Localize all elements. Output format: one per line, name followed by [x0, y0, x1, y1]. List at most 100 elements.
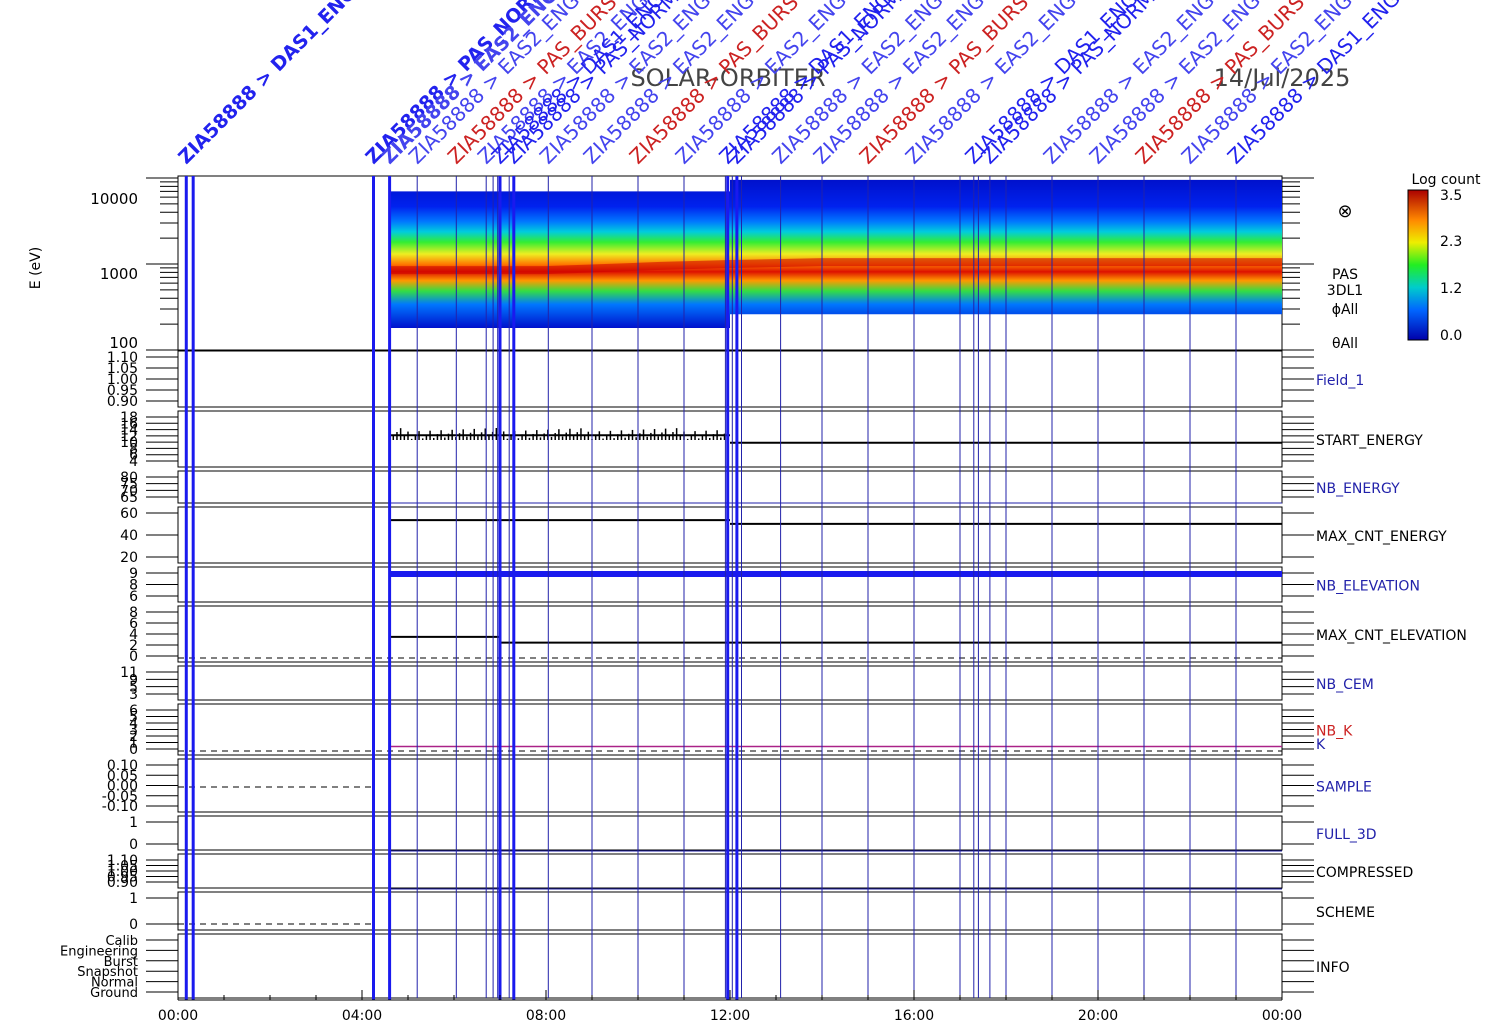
panel-ytick-label: 14: [120, 423, 138, 439]
panel-frame: [177, 758, 1283, 813]
panel-ytick-label: Ground: [90, 986, 138, 1001]
panel-label: SCHEME: [1316, 905, 1375, 921]
event-label: ZIA58888 > DAS1_ENG: [174, 0, 361, 169]
spectrogram-ytick: 10000: [90, 190, 138, 208]
panel-ytick-label: 1.05: [107, 859, 138, 875]
colorbar-tick: 3.5: [1440, 188, 1462, 204]
panel-ytick-label: Normal: [91, 976, 138, 991]
panel-ytick-label: 80: [120, 470, 138, 486]
panel-ytick-label: 4: [129, 627, 138, 643]
panel-label: MAX_CNT_ENERGY: [1316, 529, 1447, 545]
panel-ytick-label: 12: [120, 429, 138, 445]
panel-ytick-label: 16: [120, 416, 138, 432]
panel-ytick-label: 70: [120, 483, 138, 499]
panel-frame: [177, 665, 1283, 701]
panel-frame: [177, 470, 1283, 504]
panel-ytick-label: -0.10: [102, 799, 138, 815]
panel-label: NB_CEM: [1316, 677, 1374, 693]
panel-ytick-label: 1.10: [107, 350, 138, 366]
panel-ytick-label: 40: [120, 528, 138, 544]
spectrogram-label-pas: PAS: [1332, 267, 1358, 283]
panel-ytick-label: 1.10: [107, 853, 138, 869]
panel-ytick-label: Calib: [105, 934, 138, 949]
spectrogram-ytick: 1000: [100, 265, 138, 283]
spectrogram-label-phi: ϕAll: [1332, 302, 1359, 318]
panel-ytick-label: 9: [129, 566, 138, 582]
panel-frame: [177, 853, 1283, 889]
colorbar-label: Log count: [1412, 172, 1481, 188]
spectrogram-band: [389, 179, 1283, 329]
panel-ytick-label: 60: [120, 506, 138, 522]
panel-ytick-label: 0: [129, 917, 138, 933]
panel-ytick-label: 2: [129, 638, 138, 654]
time-tick-label: 04:00: [342, 1008, 382, 1020]
colorbar-gradient: [1407, 189, 1429, 341]
time-tick-label: 00:00: [1262, 1008, 1302, 1020]
panel-ytick-label: 1.00: [107, 864, 138, 880]
energy-axis-label: E (eV): [28, 247, 44, 289]
colorbar-tick: 0.0: [1440, 328, 1462, 344]
panel-label-secondary: K: [1316, 737, 1326, 753]
panel-frame: [177, 410, 1283, 468]
panel-ytick-label: 8: [129, 578, 138, 594]
panel-ytick-label: 18: [120, 410, 138, 426]
time-axis: 00:00 04:00 08:00 12:00 16:00 20:00 00:00: [158, 990, 1302, 1020]
panel-ytick-label: Snapshot: [77, 965, 138, 980]
panel-ytick-label: 1: [129, 891, 138, 907]
panel-ytick-label: 65: [120, 490, 138, 506]
panel-ytick-label: 8: [129, 441, 138, 457]
panel-ytick-label: Engineering: [60, 944, 138, 959]
panel-ytick-label: 1.00: [107, 372, 138, 388]
panel-ytick-label: 0.05: [107, 768, 138, 784]
time-tick-label: 20:00: [1078, 1008, 1118, 1020]
panel-ytick-label: 3: [129, 723, 138, 739]
panel-label: NB_K: [1316, 724, 1353, 740]
time-tick-label: 08:00: [526, 1008, 566, 1020]
panel-ytick-label: 0.00: [107, 779, 138, 795]
panel-label: Field_1: [1316, 373, 1364, 389]
time-tick-label: 00:00: [158, 1008, 198, 1020]
mission-title: SOLAR-ORBITER: [630, 64, 825, 92]
panel-ytick-label: Burst: [104, 955, 138, 970]
panel-frame: [177, 605, 1283, 663]
event-label-group: ZIA58888 > DAS1_ENG ZIA58888 > PAS_NORMZI…: [174, 0, 1404, 169]
panel-ytick-label: 0.95: [107, 870, 138, 886]
panel-label: SAMPLE: [1316, 780, 1372, 796]
panel-ytick-label: 8: [129, 605, 138, 621]
panel-ytick-label: 2: [129, 729, 138, 745]
panel-label: MAX_CNT_ELEVATION: [1316, 628, 1467, 644]
panel-ytick-label: 0: [129, 649, 138, 665]
panel-ytick-label: 6: [129, 703, 138, 719]
colorbar: Log count 3.5 2.3 1.2 0.0: [1407, 172, 1481, 344]
panel-ytick-label: 10: [120, 435, 138, 451]
panel-frame: [177, 815, 1283, 851]
panel-ytick-label: 1: [129, 736, 138, 752]
panel-ytick-label: 0.90: [107, 394, 138, 410]
colorbar-tick: 2.3: [1440, 234, 1462, 250]
panel-ytick-label: 0: [129, 742, 138, 758]
panel-ytick-label: 20: [120, 550, 138, 566]
panel-label: START_ENERGY: [1316, 433, 1423, 449]
time-tick-label: 16:00: [894, 1008, 934, 1020]
panel-frame: [177, 703, 1283, 756]
panel-ytick-label: 4: [129, 454, 138, 470]
panel-ytick-label: 6: [129, 448, 138, 464]
spectrogram-panel: [146, 175, 1314, 351]
panel-ytick-label: 9: [129, 672, 138, 688]
panel-ytick-label: 1.05: [107, 361, 138, 377]
panel-ytick-label: 1: [129, 815, 138, 831]
panel-ytick-label: 0: [129, 837, 138, 853]
detector-symbol: ⊗: [1337, 201, 1352, 222]
timeseries-panels: 1.101.051.000.950.90Field_11816141210864…: [60, 350, 1467, 1001]
colorbar-tick: 1.2: [1440, 281, 1462, 297]
panel-ytick-label: 0.10: [107, 758, 138, 774]
panel-label: COMPRESSED: [1316, 865, 1413, 881]
panel-frame: [177, 350, 1283, 408]
panel-ytick-label: 3: [129, 687, 138, 703]
panel-ytick-label: 5: [129, 680, 138, 696]
panel-ytick-label: 5: [129, 710, 138, 726]
panel-label: INFO: [1316, 960, 1350, 976]
spectrogram-ytick: 100: [109, 334, 138, 352]
panel-ytick-label: 75: [120, 477, 138, 493]
